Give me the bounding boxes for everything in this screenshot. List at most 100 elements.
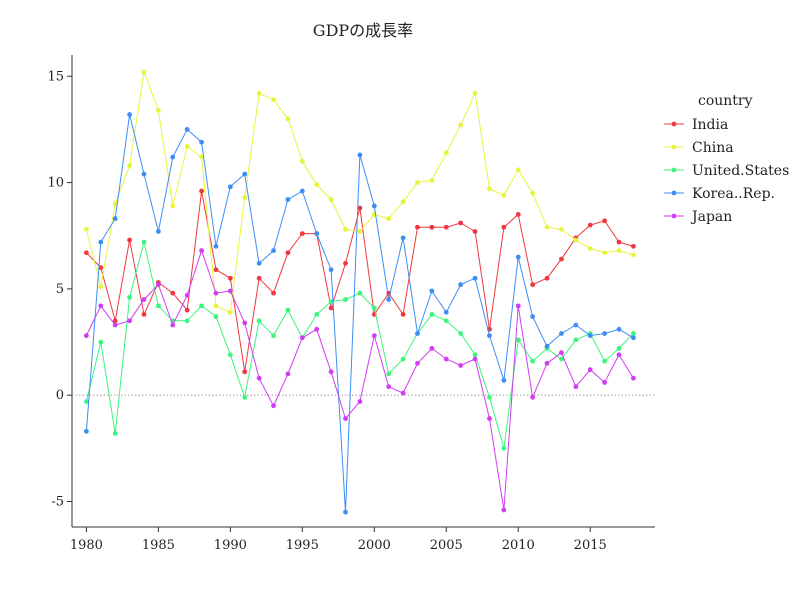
data-point xyxy=(515,303,521,309)
data-point xyxy=(400,356,406,362)
data-point xyxy=(184,292,190,298)
data-point xyxy=(98,339,104,345)
series-united-states xyxy=(83,239,636,451)
data-point xyxy=(285,116,291,122)
data-point xyxy=(501,192,507,198)
data-point xyxy=(573,384,579,390)
data-point xyxy=(357,290,363,296)
data-point xyxy=(299,335,305,341)
data-point xyxy=(472,90,478,96)
data-point xyxy=(184,144,190,149)
data-point xyxy=(213,243,219,249)
data-point xyxy=(112,318,118,324)
data-point xyxy=(227,184,233,190)
data-point xyxy=(616,346,622,351)
data-point xyxy=(170,322,176,328)
data-point xyxy=(141,311,147,317)
data-point xyxy=(602,250,608,256)
data-point xyxy=(141,69,147,75)
data-point xyxy=(184,318,190,324)
data-point xyxy=(199,154,204,160)
data-point xyxy=(155,229,161,234)
legend-label-korea-rep: Korea..Rep. xyxy=(692,186,775,202)
data-point xyxy=(429,311,435,317)
data-point xyxy=(357,399,363,404)
data-point xyxy=(501,445,507,451)
data-point xyxy=(170,290,176,296)
data-point xyxy=(271,333,276,339)
data-point xyxy=(271,248,276,254)
legend-label-united-states: United.States xyxy=(692,163,789,179)
legend-swatch-point xyxy=(671,167,677,173)
series-line-china xyxy=(85,70,634,314)
data-point xyxy=(213,267,219,273)
data-point xyxy=(83,399,89,404)
data-point xyxy=(285,197,291,202)
data-point xyxy=(400,199,406,205)
data-point xyxy=(559,256,564,262)
series-japan xyxy=(83,248,636,513)
data-point xyxy=(386,371,392,377)
data-point xyxy=(458,363,464,368)
data-point xyxy=(83,250,89,256)
data-point xyxy=(227,275,233,281)
data-point xyxy=(443,150,449,156)
data-point xyxy=(573,322,579,328)
data-point xyxy=(343,297,348,302)
data-point xyxy=(285,307,291,313)
data-point xyxy=(271,290,276,296)
y-tick-label: 0 xyxy=(56,388,64,403)
data-point xyxy=(616,326,622,332)
data-point xyxy=(559,331,564,336)
x-tick-label: 2000 xyxy=(358,538,391,553)
data-point xyxy=(127,294,132,300)
plot-area: -5 0 5 10 15 1980 1985 1990 1995 2000 2005 2010 2015 xyxy=(47,55,655,553)
data-point xyxy=(314,231,320,236)
data-point xyxy=(271,403,276,409)
chart-title: GDPの成長率 xyxy=(313,21,413,40)
data-point xyxy=(271,97,276,103)
data-point xyxy=(343,226,348,232)
data-point xyxy=(443,318,449,324)
data-point xyxy=(199,303,204,309)
data-point xyxy=(199,248,204,254)
data-point xyxy=(400,235,406,241)
data-point xyxy=(544,275,550,281)
data-point xyxy=(515,337,521,343)
data-point xyxy=(501,224,507,230)
data-point xyxy=(530,394,536,400)
data-point xyxy=(415,360,420,366)
data-point xyxy=(328,299,334,305)
data-point xyxy=(256,260,262,266)
data-point xyxy=(98,284,104,290)
data-point xyxy=(386,384,392,390)
data-point xyxy=(415,224,420,230)
x-tick-label: 1985 xyxy=(142,538,175,553)
data-point xyxy=(602,380,608,385)
data-point xyxy=(170,203,176,209)
data-point xyxy=(83,428,89,434)
data-point xyxy=(242,394,248,400)
data-point xyxy=(242,320,248,326)
data-point xyxy=(443,224,449,230)
data-point xyxy=(285,371,291,377)
data-point xyxy=(573,237,579,243)
data-point xyxy=(530,190,536,196)
legend-swatch-point xyxy=(671,144,677,150)
data-point xyxy=(544,343,550,349)
data-point xyxy=(98,239,104,245)
y-tick-label: -5 xyxy=(51,494,64,509)
data-point xyxy=(343,416,348,421)
data-point xyxy=(515,167,521,173)
data-point xyxy=(515,212,521,217)
data-point xyxy=(112,322,118,328)
data-point xyxy=(458,122,464,128)
data-point xyxy=(199,139,204,145)
data-point xyxy=(213,314,219,319)
data-point xyxy=(328,305,334,311)
data-point xyxy=(127,318,132,324)
data-point xyxy=(242,195,248,200)
data-point xyxy=(429,288,435,294)
data-point xyxy=(371,305,377,311)
data-point xyxy=(141,239,147,245)
